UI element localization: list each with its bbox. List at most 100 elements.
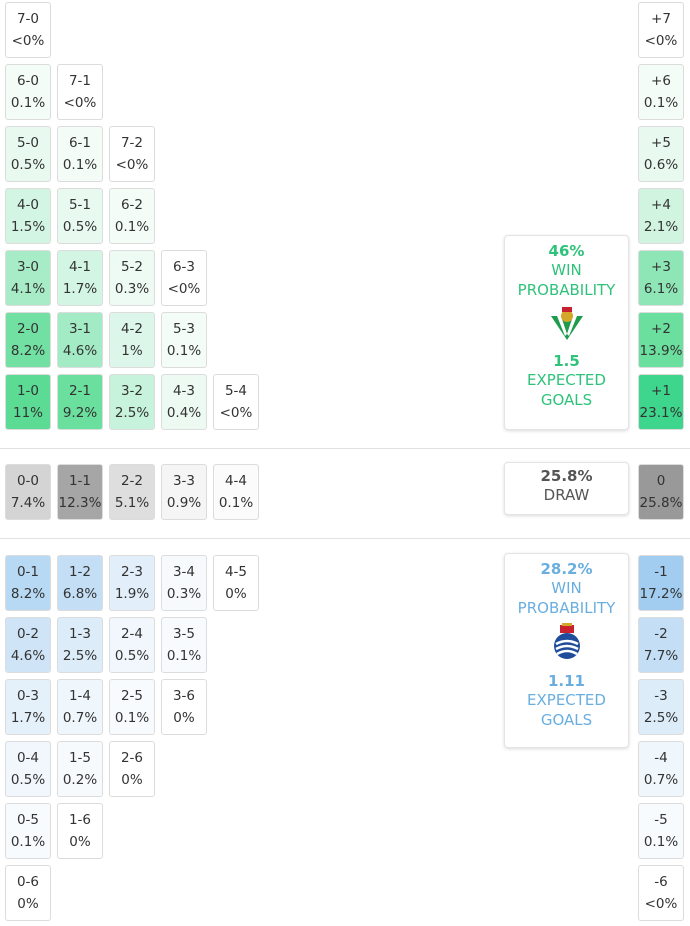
score-cell: 3-0 4.1%	[5, 250, 51, 306]
probability: 0.5%	[114, 648, 150, 664]
score-cell: 0-4 0.5%	[5, 741, 51, 797]
score-cell: 1-6 0%	[57, 803, 103, 859]
win-label: WIN PROBABILITY	[517, 579, 616, 617]
score: 0-1	[16, 564, 40, 580]
score: -6	[654, 874, 668, 890]
score-cell: 2-2 5.1%	[109, 464, 155, 520]
score: 1-4	[68, 688, 92, 704]
score: 4-0	[16, 197, 40, 213]
score: 5-2	[120, 259, 144, 275]
probability: 0.5%	[62, 219, 98, 235]
score: 2-2	[120, 473, 144, 489]
probability: <0%	[644, 896, 678, 912]
score-cell: 1-4 0.7%	[57, 679, 103, 735]
score: 2-0	[16, 321, 40, 337]
score-cell: 1-0 11%	[5, 374, 51, 430]
score: 1-2	[68, 564, 92, 580]
probability: <0%	[63, 95, 97, 111]
score-cell: 4-2 1%	[109, 312, 155, 368]
score: 6-2	[120, 197, 144, 213]
score: 2-4	[120, 626, 144, 642]
win-pct: 28.2%	[540, 560, 593, 578]
probability: 4.6%	[10, 648, 46, 664]
probability: <0%	[167, 281, 201, 297]
score: 3-1	[68, 321, 92, 337]
score: 4-1	[68, 259, 92, 275]
score: +3	[651, 259, 671, 275]
score: 0-5	[16, 812, 40, 828]
score: 0-2	[16, 626, 40, 642]
score-cell: 3-2 2.5%	[109, 374, 155, 430]
probability: <0%	[115, 157, 149, 173]
score: 1-1	[68, 473, 92, 489]
score-cell: 5-2 0.3%	[109, 250, 155, 306]
score-cell: 6-0 0.1%	[5, 64, 51, 120]
score-cell: 6-3 <0%	[161, 250, 207, 306]
score: 6-0	[16, 73, 40, 89]
probability: 1.9%	[114, 586, 150, 602]
score-cell: 7-0 <0%	[5, 2, 51, 58]
score: 4-5	[224, 564, 248, 580]
score-cell: -6 <0%	[638, 865, 684, 921]
score: 2-1	[68, 383, 92, 399]
probability: 6.8%	[62, 586, 98, 602]
probability: 8.2%	[10, 343, 46, 359]
score: 7-2	[120, 135, 144, 151]
score-cell: 2-5 0.1%	[109, 679, 155, 735]
probability: 0%	[17, 896, 39, 912]
score-cell: 4-5 0%	[213, 555, 259, 611]
probability: 1.7%	[10, 710, 46, 726]
score: +1	[651, 383, 671, 399]
score-cell: 6-2 0.1%	[109, 188, 155, 244]
score: 0-4	[16, 750, 40, 766]
score-cell: 0-2 4.6%	[5, 617, 51, 673]
score-cell: +6 0.1%	[638, 64, 684, 120]
probability: 12.3%	[58, 495, 102, 511]
probability: 5.1%	[114, 495, 150, 511]
probability: 0.1%	[218, 495, 254, 511]
probability: 8.2%	[10, 586, 46, 602]
probability: 6.1%	[643, 281, 679, 297]
probability: 25.8%	[639, 495, 683, 511]
probability: 0.7%	[62, 710, 98, 726]
probability: 4.6%	[62, 343, 98, 359]
probability: 0.1%	[10, 95, 46, 111]
draw-pct: 25.8%	[540, 467, 593, 485]
win-label: WIN PROBABILITY	[517, 261, 616, 299]
score: 4-3	[172, 383, 196, 399]
score: -1	[654, 564, 668, 580]
score: 6-1	[68, 135, 92, 151]
score: 5-4	[224, 383, 248, 399]
score: 2-3	[120, 564, 144, 580]
xg-label: EXPECTED GOALS	[527, 371, 606, 409]
probability: 0.1%	[166, 343, 202, 359]
probability: 1.5%	[10, 219, 46, 235]
probability: 0.5%	[10, 772, 46, 788]
expected-goals: 1.11	[547, 672, 585, 690]
probability: 13.9%	[639, 343, 683, 359]
score-cell: 2-1 9.2%	[57, 374, 103, 430]
probability: 9.2%	[62, 405, 98, 421]
score: 1-0	[16, 383, 40, 399]
win-pct: 46%	[548, 242, 585, 260]
score-cell: 1-5 0.2%	[57, 741, 103, 797]
probability: 0%	[225, 586, 247, 602]
probability: 0.3%	[114, 281, 150, 297]
score: 5-0	[16, 135, 40, 151]
score: 0-0	[16, 473, 40, 489]
score: +2	[651, 321, 671, 337]
score: 5-1	[68, 197, 92, 213]
score-cell: 4-3 0.4%	[161, 374, 207, 430]
team-crest	[550, 307, 583, 340]
score: 7-0	[16, 11, 40, 27]
probability: 0.5%	[10, 157, 46, 173]
score-cell: 0-3 1.7%	[5, 679, 51, 735]
score-cell: +3 6.1%	[638, 250, 684, 306]
score-cell: 2-3 1.9%	[109, 555, 155, 611]
score: 0-3	[16, 688, 40, 704]
score-cell: -5 0.1%	[638, 803, 684, 859]
score-cell: 1-1 12.3%	[57, 464, 103, 520]
team-crest	[553, 623, 580, 659]
draw-label: DRAW	[543, 486, 590, 504]
